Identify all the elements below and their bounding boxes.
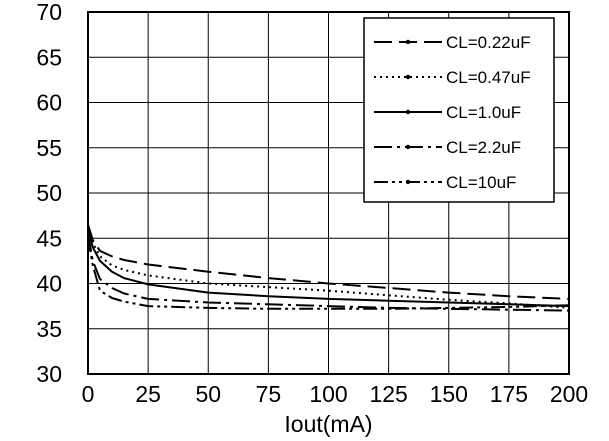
series-layer xyxy=(87,224,570,312)
plot-frame xyxy=(87,11,570,375)
legend-marker xyxy=(405,39,411,45)
legend-label: CL=10uF xyxy=(446,173,516,192)
series-line-4 xyxy=(87,233,570,312)
y-tick-label: 60 xyxy=(36,90,62,116)
x-tick-label: 125 xyxy=(369,381,407,407)
legend-box xyxy=(363,17,555,203)
legend-label: CL=2.2uF xyxy=(446,138,521,157)
series-line-1 xyxy=(87,224,570,300)
x-tick-label: 50 xyxy=(195,381,221,407)
legend-label: CL=0.47uF xyxy=(446,68,531,87)
x-tick-label: 0 xyxy=(82,381,95,407)
y-tick-label: 30 xyxy=(36,361,62,387)
series-line-3 xyxy=(87,228,570,308)
legend-label: CL=0.22uF xyxy=(446,33,531,52)
x-tick-label: 175 xyxy=(490,381,528,407)
y-tick-label: 40 xyxy=(36,271,62,297)
x-tick-label: 75 xyxy=(256,381,282,407)
y-tick-label: 50 xyxy=(36,180,62,206)
legend-marker xyxy=(405,144,411,150)
legend-marker xyxy=(405,179,411,185)
x-tick-label: 150 xyxy=(430,381,468,407)
legend-label: CL=1.0uF xyxy=(446,103,521,122)
x-tick-labels: 0 25 50 75 100 125 150 175 200 xyxy=(82,381,589,407)
y-tick-label: 55 xyxy=(36,135,62,161)
legend: CL=0.22uF CL=0.47uF CL=1.0uF CL=2.2uF CL=10u… xyxy=(363,17,555,203)
x-tick-label: 200 xyxy=(550,381,588,407)
legend-marker xyxy=(405,109,411,115)
y-tick-label: 35 xyxy=(36,316,62,342)
y-tick-label: 65 xyxy=(36,44,62,70)
x-tick-label: 25 xyxy=(135,381,161,407)
series-line-5 xyxy=(87,238,570,310)
series-line-2 xyxy=(87,228,570,309)
y-tick-labels: 70 65 60 55 50 45 40 35 30 xyxy=(36,0,62,387)
legend-marker xyxy=(405,74,411,80)
y-tick-label: 45 xyxy=(36,225,62,251)
x-tick-label: 100 xyxy=(309,381,347,407)
x-axis-title: Iout(mA) xyxy=(284,411,372,437)
y-tick-label: 70 xyxy=(36,0,62,25)
